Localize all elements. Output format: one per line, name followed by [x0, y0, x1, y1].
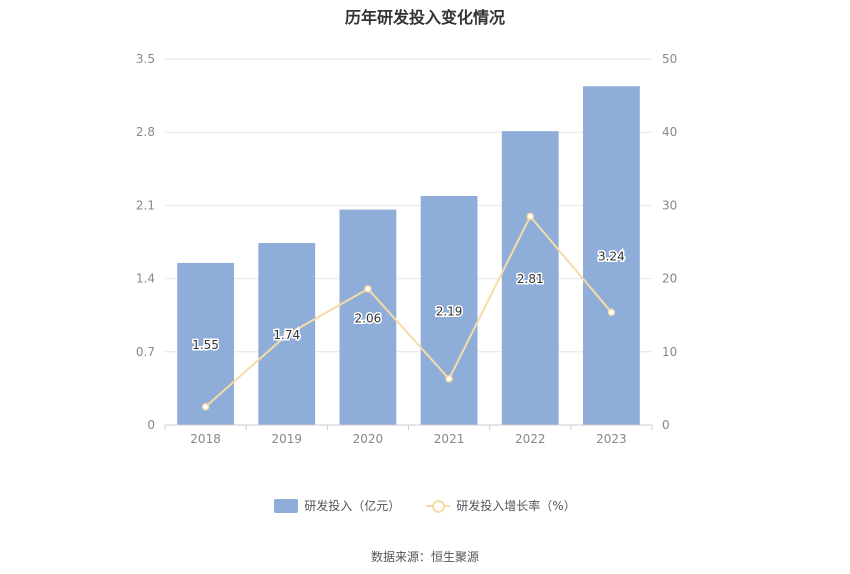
y-right-tick-label: 40 [662, 125, 677, 139]
growth-point [607, 308, 616, 317]
line-series [201, 212, 616, 411]
y-left-tick-label: 2.8 [136, 125, 155, 139]
x-tick-label: 2018 [190, 432, 221, 446]
y-right-tick-label: 10 [662, 345, 677, 359]
x-tick-label: 2021 [434, 432, 465, 446]
legend: 研发投入（亿元） 研发投入增长率（%） [0, 497, 850, 514]
axes: 0 0.7 1.4 2.1 2.8 3.5 0 10 20 30 40 50 2018 2019 2020 2… [136, 52, 677, 446]
growth-point [201, 402, 210, 411]
legend-item-line[interactable]: 研发投入增长率（%） [426, 497, 576, 514]
growth-point [526, 212, 534, 221]
y-right-tick-label: 0 [662, 418, 670, 432]
bar-value-label: 3.24 [598, 250, 625, 264]
source-note: 数据来源：恒生聚源 [370, 550, 479, 564]
x-tick-label: 2020 [353, 432, 384, 446]
data-labels: 1.55 1.74 2.06 2.19 2.81 3.24 [191, 248, 627, 353]
legend-label-bar: 研发投入（亿元） [304, 499, 401, 513]
bar [177, 262, 234, 425]
y-right-tick-label: 50 [662, 52, 677, 66]
x-tick-label: 2019 [271, 432, 302, 446]
y-right-tick-label: 30 [662, 198, 677, 212]
y-left-tick-label: 3.5 [136, 52, 155, 66]
y-left-tick-label: 0.7 [136, 345, 155, 359]
growth-point [364, 285, 372, 293]
chart-title: 历年研发投入变化情况 [344, 8, 505, 27]
y-left-tick-label: 1.4 [136, 272, 155, 286]
bar [501, 131, 559, 425]
legend-item-bar[interactable]: 研发投入（亿元） [274, 497, 400, 514]
legend-line-swatch [426, 499, 451, 513]
bar-series [177, 86, 640, 425]
bar-value-label: 2.81 [517, 272, 544, 286]
legend-label-line: 研发投入增长率（%） [456, 499, 576, 513]
bar [339, 209, 397, 425]
y-right-tick-label: 20 [662, 272, 677, 286]
bar [583, 86, 640, 425]
bar-value-label: 1.55 [192, 338, 219, 352]
x-tick-label: 2022 [515, 432, 546, 446]
x-tick-label: 2023 [596, 432, 627, 446]
y-left-tick-label: 0 [147, 418, 155, 432]
bar-value-label: 1.74 [273, 328, 300, 342]
growth-line [204, 214, 613, 408]
bar-value-label: 2.19 [436, 304, 463, 318]
growth-point [445, 375, 453, 383]
gridlines [165, 58, 652, 426]
growth-point [283, 331, 291, 339]
legend-bar-swatch [274, 498, 299, 513]
bar [420, 195, 478, 425]
y-left-tick-label: 2.1 [136, 198, 155, 212]
bar-value-label: 2.06 [355, 311, 382, 325]
